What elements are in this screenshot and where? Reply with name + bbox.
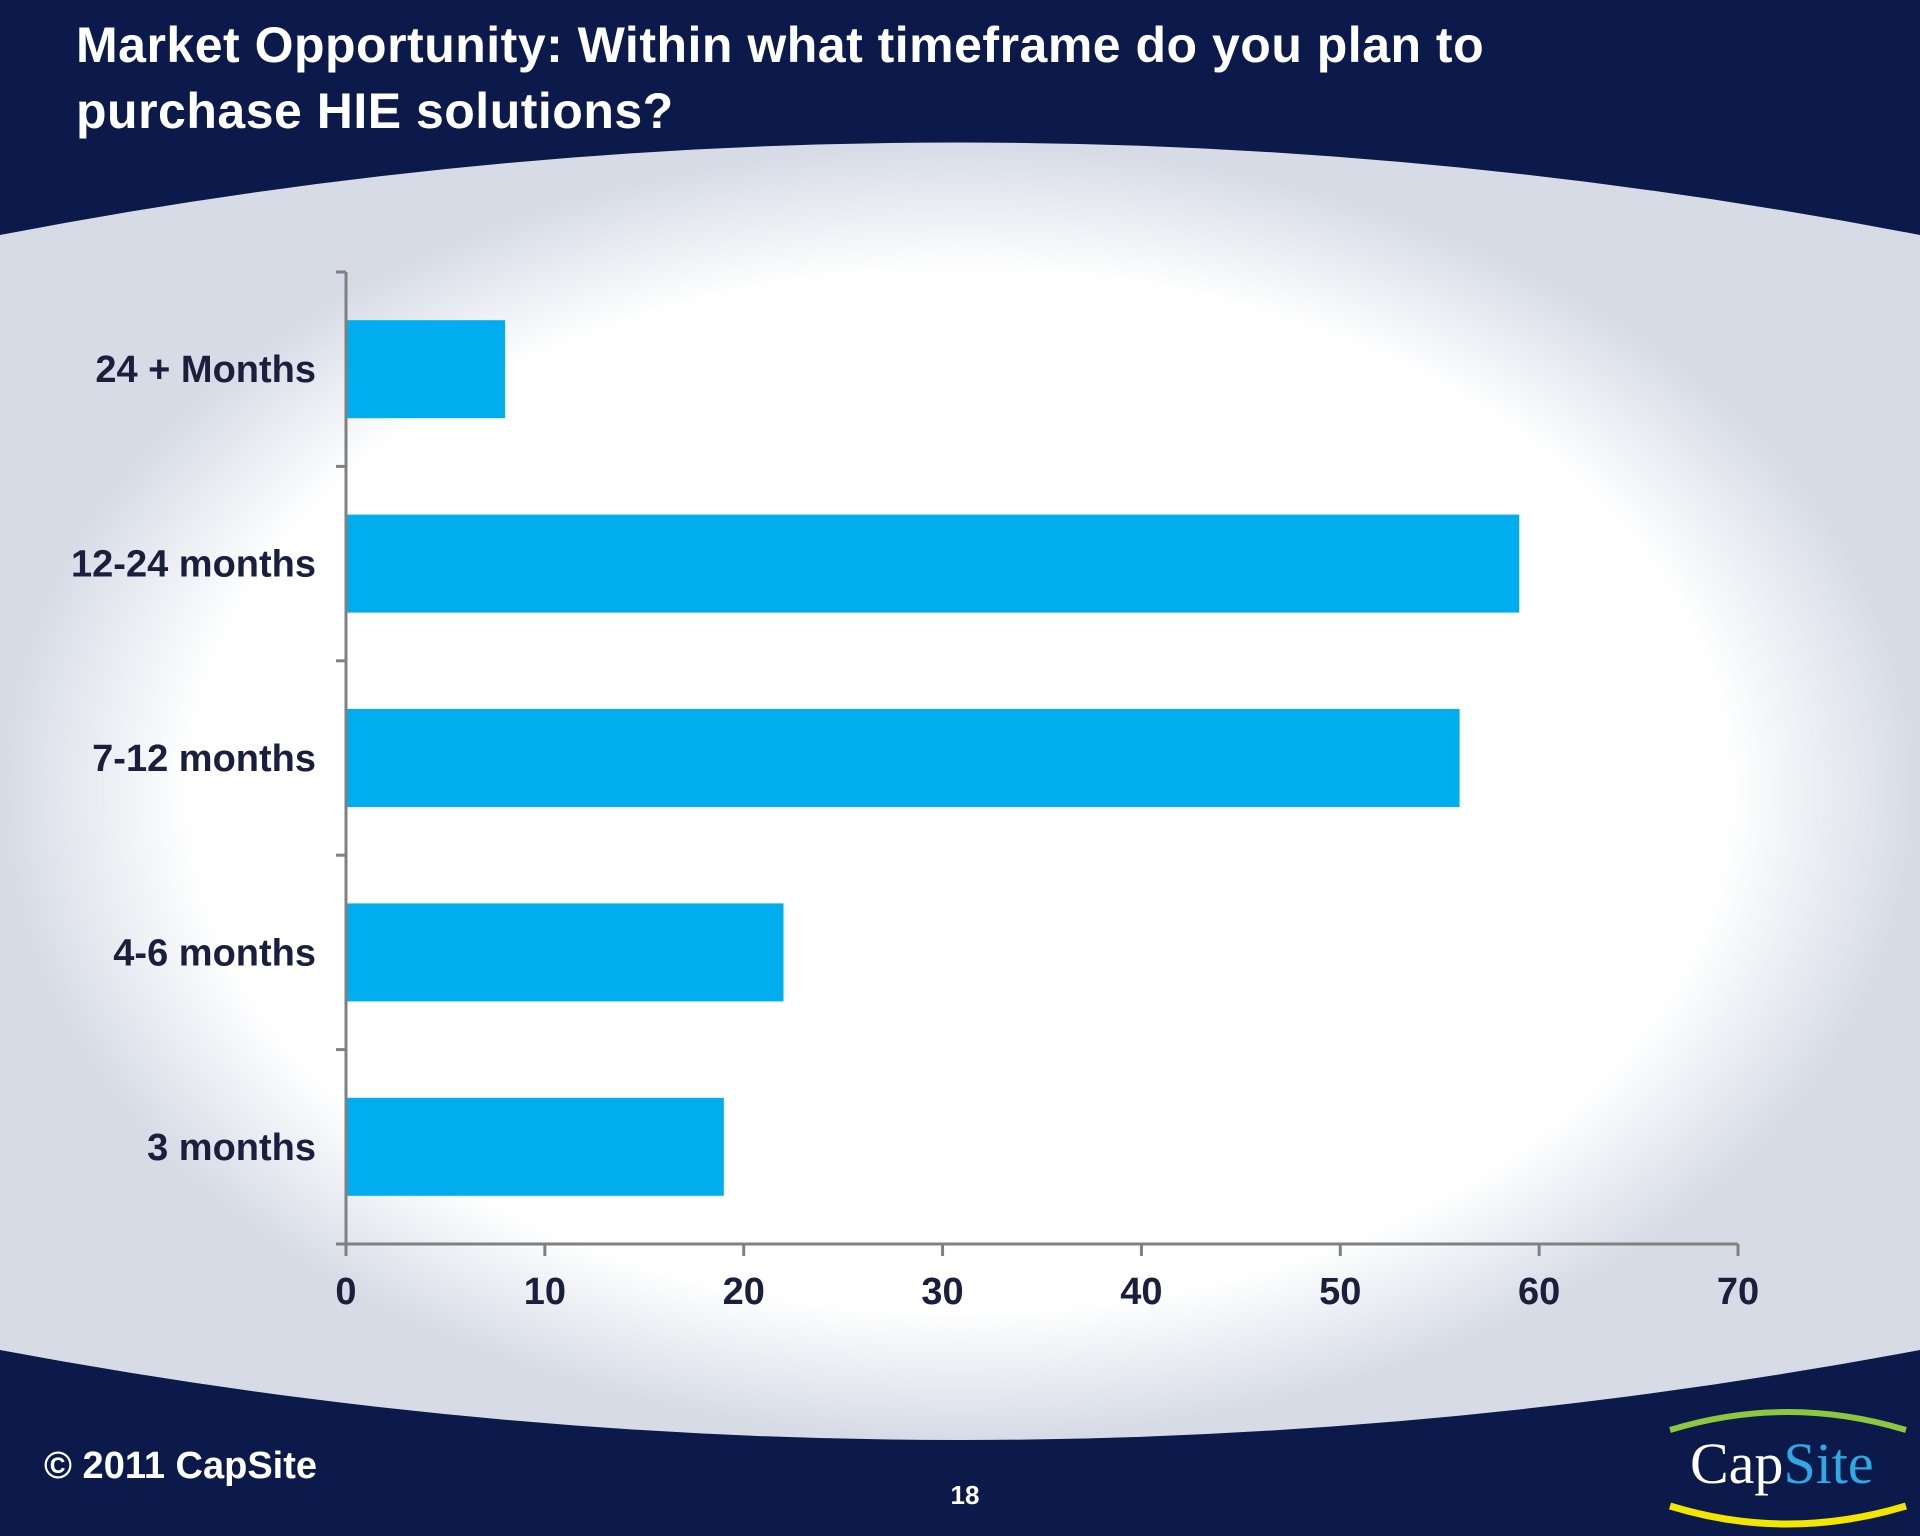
category-label: 4-6 months xyxy=(113,932,316,974)
copyright-text: © 2011 CapSite xyxy=(44,1445,318,1487)
category-label: 12-24 months xyxy=(71,544,316,586)
category-label: 7-12 months xyxy=(92,738,316,780)
bar xyxy=(346,709,1460,807)
x-tick-label: 60 xyxy=(1518,1271,1560,1313)
logo-text-site: Site xyxy=(1783,1431,1874,1496)
x-tick-label: 50 xyxy=(1319,1271,1361,1313)
bar xyxy=(346,903,784,1002)
bar xyxy=(346,1097,724,1196)
slide-title: Market Opportunity: Within what timefram… xyxy=(76,17,1485,139)
bar-chart: 24 + Months 12-24 months 7-12 months 4-6 mo… xyxy=(71,270,1759,1313)
page-number: 18 xyxy=(950,1480,980,1510)
bar xyxy=(346,514,1520,613)
x-tick-label: 20 xyxy=(723,1271,765,1313)
category-label: 24 + Months xyxy=(95,349,316,391)
x-tick-label: 0 xyxy=(335,1271,356,1313)
capsite-logo: CapSite xyxy=(1662,1400,1912,1530)
x-tick-label: 30 xyxy=(921,1271,963,1313)
logo-wordmark: CapSite xyxy=(1690,1434,1874,1494)
logo-arcs xyxy=(1668,1409,1908,1528)
x-tick-label: 40 xyxy=(1120,1271,1162,1313)
category-label: 3 months xyxy=(147,1127,316,1169)
logo-text-cap: Cap xyxy=(1690,1431,1784,1496)
bar xyxy=(346,320,506,419)
x-tick-label: 70 xyxy=(1717,1271,1759,1313)
x-tick-label: 10 xyxy=(524,1271,566,1313)
